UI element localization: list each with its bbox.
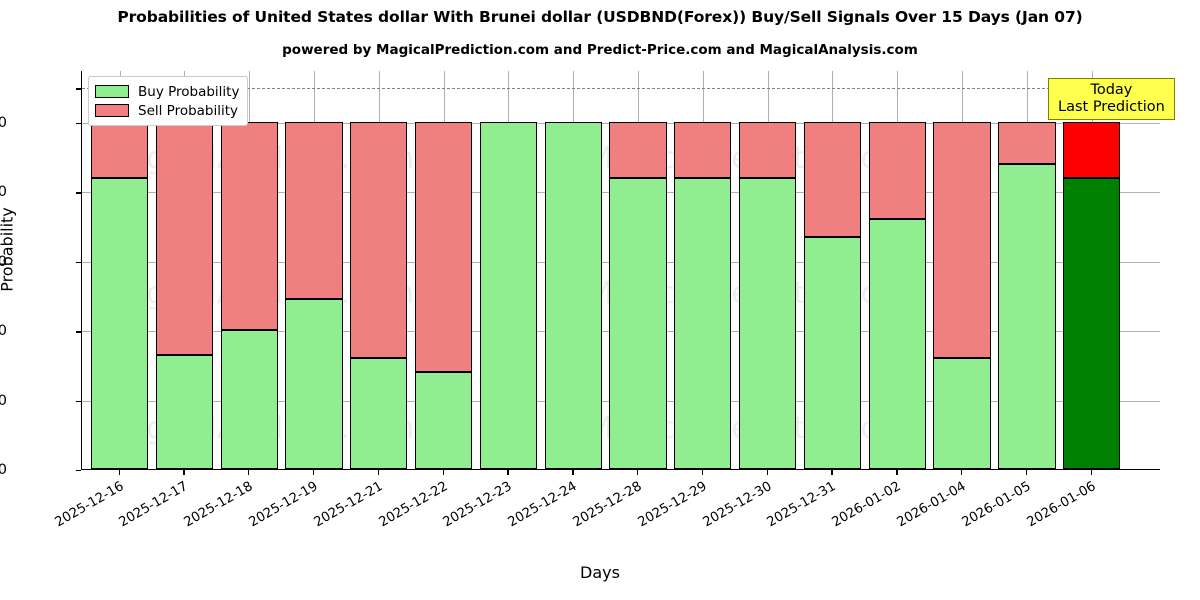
bar-segment-buy[interactable] — [544, 122, 602, 469]
bar-segment-buy[interactable] — [609, 177, 667, 469]
threshold-reference-line — [82, 88, 1160, 90]
y-tick-label: 80 — [0, 184, 7, 201]
y-tick-mark — [76, 261, 81, 264]
bar-segment-sell[interactable] — [1062, 122, 1121, 178]
bar-group[interactable] — [868, 71, 926, 469]
bar-group-today[interactable] — [1062, 71, 1121, 469]
bar-segment-buy[interactable] — [90, 177, 149, 469]
y-tick-mark-threshold — [76, 88, 81, 90]
legend-item-label: Buy Probability — [138, 83, 240, 100]
x-tick-mark — [183, 470, 185, 475]
legend-item-label: Sell Probability — [138, 102, 239, 119]
y-tick-mark — [76, 470, 81, 472]
y-tick-label: 100 — [0, 115, 7, 132]
x-tick-mark — [442, 470, 444, 475]
bar-segment-buy[interactable] — [1062, 177, 1121, 469]
plot-inner: MagicalAnalysis.comMagicalPrediction.com… — [82, 71, 1160, 469]
y-tick-label: 40 — [0, 323, 7, 340]
x-tick-mark — [701, 470, 704, 475]
bar-group[interactable] — [479, 71, 538, 469]
page-title: Probabilities of United States dollar Wi… — [117, 8, 1083, 26]
y-tick-label: 20 — [0, 392, 7, 409]
bar-segment-sell[interactable] — [803, 122, 862, 237]
bar-group[interactable] — [350, 71, 408, 469]
bar-segment-sell[interactable] — [998, 122, 1056, 164]
chart-legend: Buy Probability Sell Probability — [88, 76, 249, 126]
bar-segment-buy[interactable] — [933, 357, 991, 469]
x-tick-mark — [313, 470, 315, 475]
bar-group[interactable] — [220, 71, 278, 469]
y-tick-mark — [76, 192, 81, 194]
x-tick-mark — [1090, 470, 1092, 475]
y-axis-label: Probability — [0, 207, 17, 292]
x-tick-mark — [572, 470, 574, 475]
bar-group[interactable] — [544, 71, 602, 469]
bar-segment-sell[interactable] — [90, 122, 149, 178]
bar-segment-sell[interactable] — [868, 122, 926, 220]
y-tick-label: 0 — [0, 462, 7, 478]
legend-item[interactable]: Buy Probability — [95, 82, 239, 101]
y-tick-mark — [76, 123, 81, 125]
bar-segment-buy[interactable] — [998, 163, 1056, 469]
bar-group[interactable] — [738, 71, 797, 469]
x-tick-mark — [507, 470, 509, 475]
x-tick-mark — [961, 470, 963, 475]
bar-group[interactable] — [155, 71, 214, 469]
x-tick-mark — [896, 470, 898, 475]
bar-segment-buy[interactable] — [738, 177, 797, 469]
bar-segment-buy[interactable] — [155, 354, 214, 469]
bar-group[interactable] — [674, 71, 732, 469]
x-tick-mark — [118, 470, 120, 475]
x-tick-mark — [1025, 470, 1028, 475]
x-tick-mark — [248, 470, 250, 475]
bar-group[interactable] — [609, 71, 667, 469]
x-tick-mark — [637, 470, 639, 475]
today-callout-line1: Today — [1090, 82, 1133, 98]
bar-group[interactable] — [285, 71, 343, 469]
bar-segment-sell[interactable] — [155, 122, 214, 355]
bar-segment-buy[interactable] — [220, 330, 278, 469]
bar-group[interactable] — [998, 71, 1056, 469]
bar-group[interactable] — [414, 71, 473, 469]
legend-swatch-icon — [95, 85, 129, 98]
legend-swatch-icon — [95, 104, 129, 117]
bar-segment-buy[interactable] — [868, 219, 926, 469]
y-tick-label: 60 — [0, 253, 7, 270]
x-axis-label: Days — [580, 563, 620, 582]
today-callout: Today Last Prediction — [1048, 78, 1175, 121]
bar-segment-buy[interactable] — [479, 122, 538, 469]
bar-segment-buy[interactable] — [803, 236, 862, 469]
plot-area: MagicalAnalysis.comMagicalPrediction.com… — [81, 71, 1160, 470]
y-tick-mark — [76, 331, 81, 333]
bar-group[interactable] — [803, 71, 862, 469]
bar-segment-buy[interactable] — [285, 299, 343, 469]
x-tick-mark — [377, 470, 380, 475]
bar-group[interactable] — [90, 71, 149, 469]
bar-segment-sell[interactable] — [738, 122, 797, 178]
bar-segment-sell[interactable] — [933, 122, 991, 358]
bar-segment-buy[interactable] — [674, 177, 732, 469]
bar-segment-sell[interactable] — [285, 122, 343, 299]
chart-subtitle: powered by MagicalPrediction.com and Pre… — [282, 42, 918, 58]
today-callout-line2: Last Prediction — [1058, 98, 1165, 115]
y-tick-mark — [76, 400, 81, 402]
bar-segment-sell[interactable] — [220, 122, 278, 331]
bar-group[interactable] — [933, 71, 991, 469]
x-tick-mark — [766, 470, 768, 475]
x-tick-mark — [831, 470, 833, 475]
bar-segment-sell[interactable] — [674, 122, 732, 178]
bar-segment-buy[interactable] — [350, 357, 408, 469]
bar-segment-buy[interactable] — [414, 371, 473, 469]
bar-segment-sell[interactable] — [414, 122, 473, 372]
legend-item[interactable]: Sell Probability — [95, 101, 239, 120]
bar-segment-sell[interactable] — [609, 122, 667, 178]
bar-segment-sell[interactable] — [350, 122, 408, 358]
